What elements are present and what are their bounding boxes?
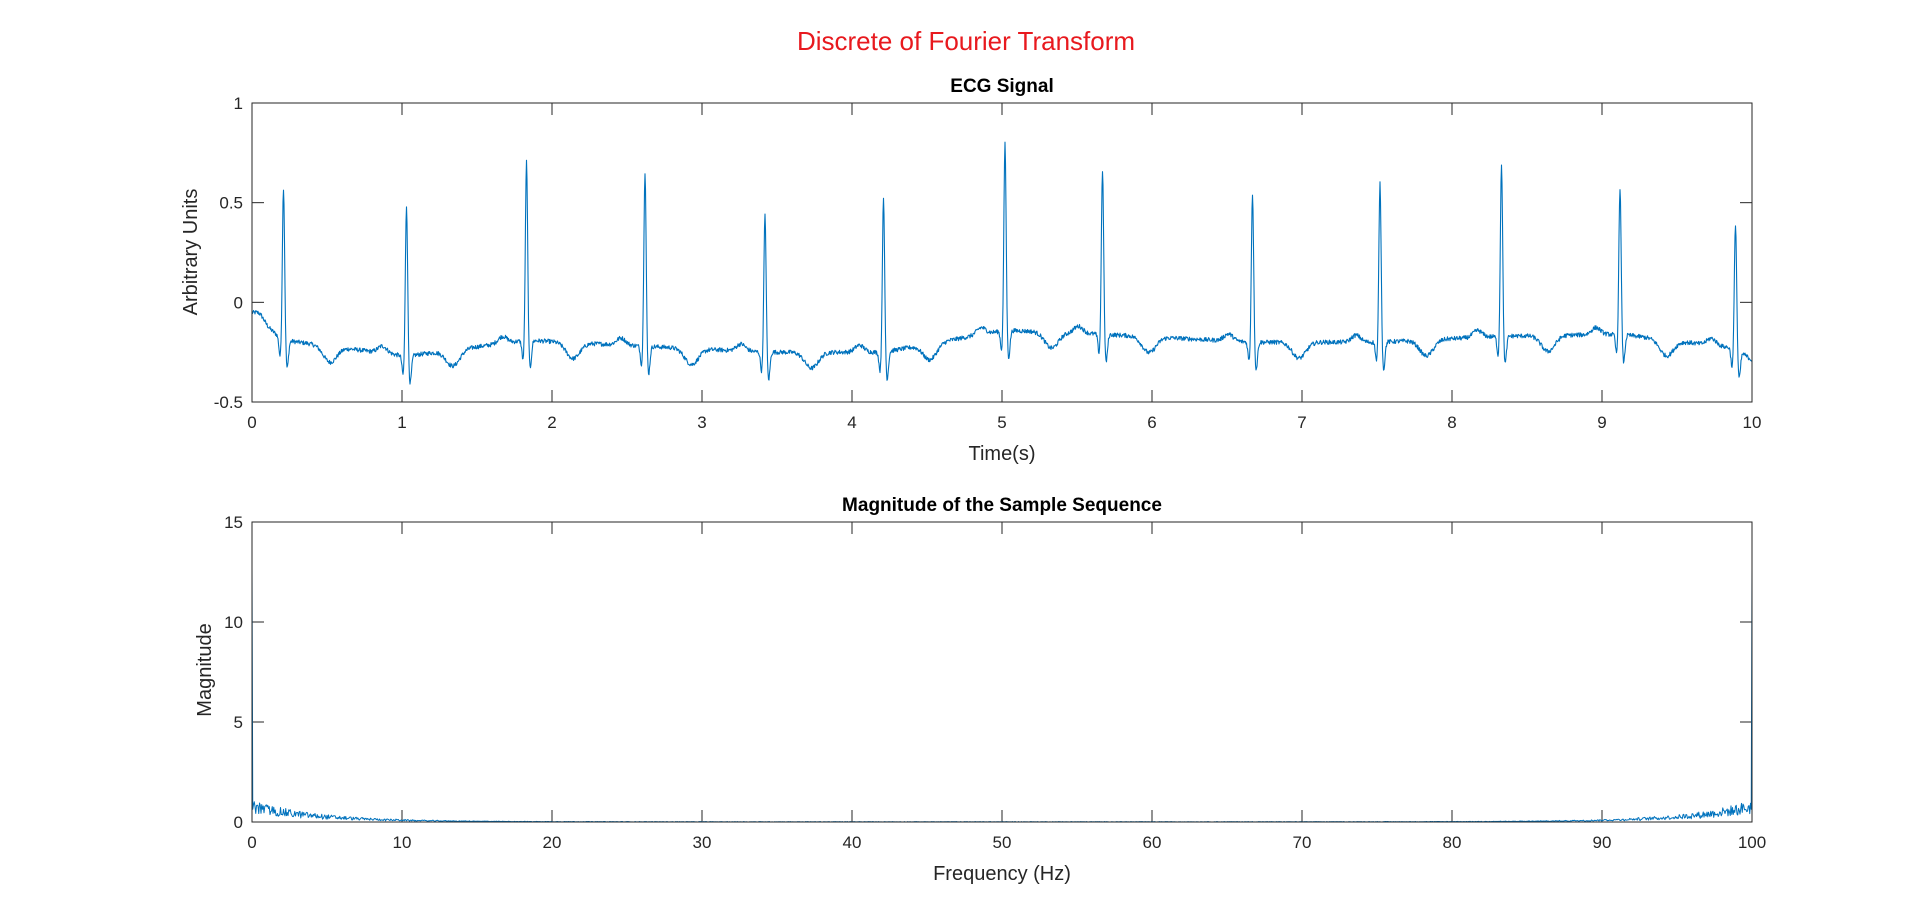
ecg-x-tick-label: 7 xyxy=(1297,413,1306,432)
magnitude-x-tick-label: 20 xyxy=(543,833,562,852)
magnitude-y-tick-label: 0 xyxy=(234,813,243,832)
ecg-y-tick-label: 0.5 xyxy=(219,194,243,213)
ecg-x-tick-label: 9 xyxy=(1597,413,1606,432)
magnitude-x-tick-label: 60 xyxy=(1143,833,1162,852)
magnitude-x-tick-label: 70 xyxy=(1293,833,1312,852)
ecg-x-tick-label: 8 xyxy=(1447,413,1456,432)
ecg-y-tick-label: 1 xyxy=(234,94,243,113)
ecg-x-tick-label: 6 xyxy=(1147,413,1156,432)
ecg-series-line xyxy=(251,141,1753,385)
magnitude-x-tick-label: 40 xyxy=(843,833,862,852)
ecg-tick-labels: 0 1 2 3 4 5 6 7 8 9 10-0.500.51 xyxy=(214,94,1762,432)
magnitude-x-tick-label: 50 xyxy=(993,833,1012,852)
ecg-x-tick-label: 2 xyxy=(547,413,556,432)
magnitude-subplot: Magnitude of the Sample Sequence Frequen… xyxy=(194,495,1766,885)
magnitude-tick-labels: 0 10 20 30 40 50 60 70 80 90 100 0 5 10 15 xyxy=(224,513,1766,852)
ecg-y-axis-label: Arbitrary Units xyxy=(180,189,202,316)
magnitude-plot-title: Magnitude of the Sample Sequence xyxy=(842,495,1162,516)
magnitude-x-tick-label: 80 xyxy=(1443,833,1462,852)
magnitude-x-tick-label: 30 xyxy=(693,833,712,852)
ecg-x-tick-label: 0 xyxy=(247,413,256,432)
ecg-x-tick-label: 5 xyxy=(997,413,1006,432)
figure-title: Discrete of Fourier Transform xyxy=(797,26,1135,56)
ecg-axes-box xyxy=(251,102,1753,403)
magnitude-x-tick-label: 90 xyxy=(1593,833,1612,852)
magnitude-x-tick-label: 0 xyxy=(247,833,256,852)
magnitude-y-tick-label: 5 xyxy=(234,713,243,732)
ecg-y-tick-label: 0 xyxy=(234,293,243,312)
magnitude-y-axis-label: Magnitude xyxy=(194,623,216,716)
magnitude-axes-box xyxy=(251,521,1753,823)
magnitude-y-tick-label: 15 xyxy=(224,513,243,532)
ecg-x-tick-label: 1 xyxy=(397,413,406,432)
ecg-x-tick-label: 10 xyxy=(1743,413,1762,432)
ecg-plot-title: ECG Signal xyxy=(950,76,1053,97)
ecg-y-tick-label: -0.5 xyxy=(214,393,243,412)
magnitude-x-tick-label: 100 xyxy=(1738,833,1766,852)
ecg-x-tick-label: 3 xyxy=(697,413,706,432)
magnitude-x-tick-label: 10 xyxy=(393,833,412,852)
magnitude-y-tick-label: 10 xyxy=(224,613,243,632)
ecg-x-axis-label: Time(s) xyxy=(968,443,1035,465)
ecg-subplot: ECG Signal Time(s) Arbitrary Units 0 1 2 3 4… xyxy=(180,76,1761,465)
magnitude-x-axis-label: Frequency (Hz) xyxy=(933,863,1071,885)
ecg-x-tick-label: 4 xyxy=(847,413,856,432)
